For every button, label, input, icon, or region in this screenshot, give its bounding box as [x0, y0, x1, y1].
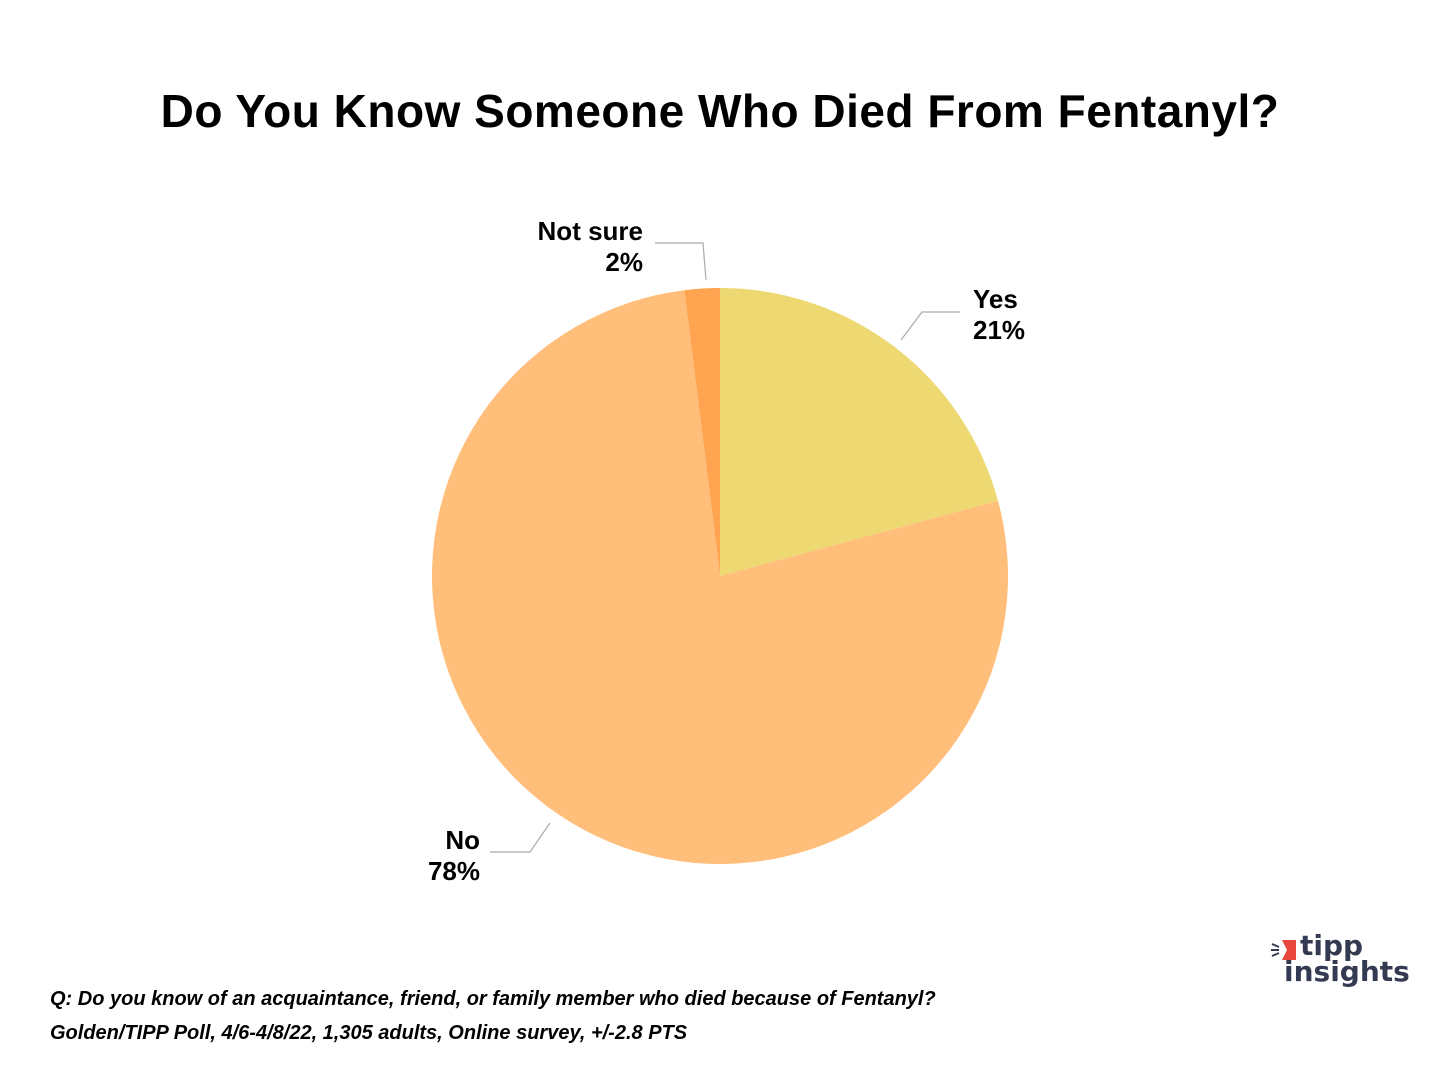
footer-question: Q: Do you know of an acquaintance, frien…	[50, 988, 936, 1010]
logo-text-insights: insights	[1284, 955, 1410, 988]
slice-label-not-sure: Not sure	[538, 216, 643, 246]
pie-slice-no	[431, 290, 1008, 864]
pie-slice-not-sure	[684, 288, 720, 576]
pie-slice-yes	[720, 288, 998, 576]
chart-title: Do You Know Someone Who Died From Fentan…	[160, 85, 1280, 137]
slice-label-no: No	[445, 825, 480, 855]
leader-line-yes	[900, 311, 960, 341]
tipp-insights-logo: tipp insights	[1270, 930, 1430, 990]
leader-line-no	[490, 822, 551, 853]
slice-value-no: 78%	[428, 856, 480, 886]
footer-source: Golden/TIPP Poll, 4/6-4/8/22, 1,305 adul…	[50, 1022, 688, 1044]
slice-value-yes: 21%	[973, 315, 1025, 345]
leader-line-not-sure	[655, 242, 707, 281]
logo-flag-icon	[1271, 940, 1296, 960]
slice-value-not-sure: 2%	[605, 247, 643, 277]
logo-text-tipp: tipp	[1300, 929, 1364, 962]
slice-label-yes: Yes	[973, 284, 1018, 314]
